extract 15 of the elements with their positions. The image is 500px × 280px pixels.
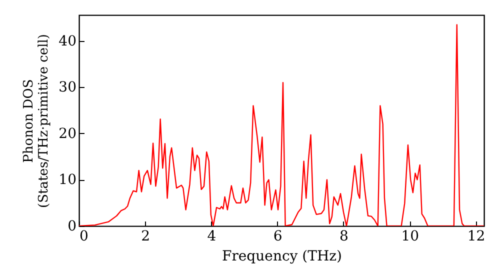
x-tick-label: 6 [273,228,282,244]
x-tick-label: 2 [141,228,150,244]
x-axis-title: Frequency (THz) [222,248,342,264]
x-tick-label: 8 [340,228,348,244]
x-tick-label: 4 [207,228,216,244]
y-tick-label: 30 [58,80,76,96]
y-tick-label: 40 [58,33,76,50]
line-series [79,24,484,226]
y-tick-label: 0 [68,218,76,234]
x-tick-label: 12 [467,228,486,244]
x-tick-label: 0 [80,228,88,244]
x-tick-label: 10 [401,228,420,244]
y-tick-label: 10 [58,172,76,188]
y-tick-label: 20 [58,126,76,142]
y-axis-title: Phonon DOS (States/THz·primitive cell) [22,34,52,208]
